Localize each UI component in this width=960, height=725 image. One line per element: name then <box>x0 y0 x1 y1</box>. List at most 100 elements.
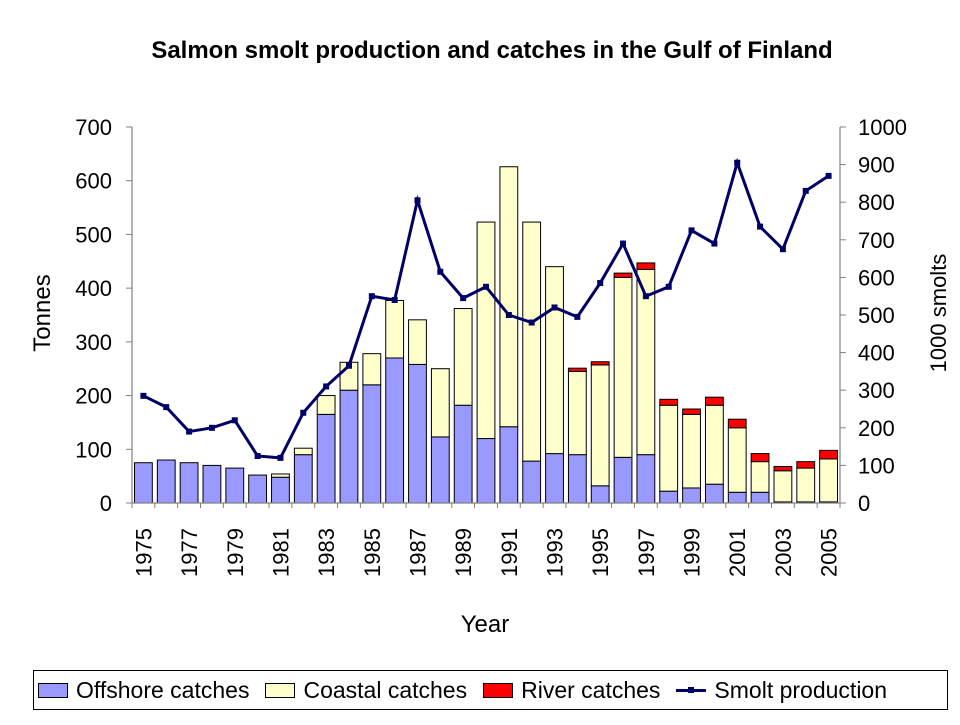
smolt-point-1978 <box>208 424 215 431</box>
bar-offshore-1982 <box>293 454 313 504</box>
legend-label-coastal: Coastal catches <box>303 676 468 703</box>
legend-item-smolt: Smolt production <box>676 677 887 704</box>
bar-coastal-1998 <box>659 404 679 492</box>
bar-coastal-1982 <box>293 447 313 456</box>
y-right-label: 1000 smolts <box>926 254 951 373</box>
x-tick-label-1979: 1979 <box>223 528 248 577</box>
bar-offshore-1992 <box>522 460 542 504</box>
bar-offshore-1984 <box>339 389 359 504</box>
legend-item-offshore: Offshore catches <box>38 677 249 704</box>
smolt-point-1990 <box>483 283 489 290</box>
smolt-point-1980 <box>254 453 261 459</box>
y-tick-label-left: 200 <box>75 384 112 409</box>
x-tick-label-1995: 1995 <box>588 528 613 577</box>
bar-river-1997 <box>636 262 656 270</box>
smolt-point-1982 <box>300 409 307 416</box>
bar-coastal-1991 <box>499 166 519 428</box>
x-tick-label-1993: 1993 <box>543 528 568 577</box>
legend-swatch-river <box>483 682 514 698</box>
bar-offshore-1997 <box>636 454 656 504</box>
bar-offshore-1980 <box>248 474 268 504</box>
smolt-point-1993 <box>551 304 558 311</box>
x-tick-label-1975: 1975 <box>131 528 156 577</box>
bars-layer <box>134 166 838 504</box>
y-tick-label-right: 700 <box>858 228 895 253</box>
bar-offshore-2000 <box>704 483 724 504</box>
x-tick-label-2005: 2005 <box>817 528 842 577</box>
x-tick-label-1981: 1981 <box>268 528 293 577</box>
bar-offshore-1989 <box>453 404 473 504</box>
y-tick-label-left: 0 <box>100 491 112 516</box>
bar-coastal-1981 <box>271 473 290 478</box>
y-left-label: Tonnes <box>29 274 56 351</box>
legend: Offshore catches Coastal catches River c… <box>33 670 948 710</box>
bar-coastal-1996 <box>613 276 633 458</box>
bar-river-1996 <box>613 272 633 278</box>
bar-offshore-1986 <box>385 357 405 504</box>
bar-offshore-1996 <box>613 456 633 504</box>
smolt-point-1977 <box>186 428 193 435</box>
legend-item-river: River catches <box>483 677 660 704</box>
bar-coastal-1992 <box>522 221 542 462</box>
bar-offshore-1978 <box>202 464 222 504</box>
bar-offshore-1988 <box>430 436 450 504</box>
legend-label-smolt: Smolt production <box>714 676 888 703</box>
y-tick-label-right: 1000 <box>858 115 907 140</box>
line-layer <box>140 157 832 461</box>
y-tick-label-right: 300 <box>858 378 895 403</box>
smolt-point-1996 <box>620 240 627 247</box>
bar-river-2004 <box>796 461 816 469</box>
smolt-point-1988 <box>437 268 444 275</box>
legend-label-river: River catches <box>521 676 661 703</box>
x-tick-label-1983: 1983 <box>314 528 339 577</box>
bar-coastal-1987 <box>408 319 427 365</box>
bar-offshore-1981 <box>271 476 290 504</box>
bar-coastal-1986 <box>385 300 405 359</box>
smolt-point-1984 <box>345 362 352 369</box>
y-tick-label-right: 400 <box>858 341 895 366</box>
bar-coastal-2001 <box>727 427 747 493</box>
x-tick-label-1977: 1977 <box>177 528 202 577</box>
smolt-point-1985 <box>368 293 375 300</box>
bar-offshore-1977 <box>179 462 199 504</box>
bar-river-1999 <box>682 408 701 415</box>
x-tick-label-2003: 2003 <box>771 528 796 577</box>
x-axis-label: Year <box>461 611 510 638</box>
bar-coastal-1994 <box>567 370 587 456</box>
smolt-point-1987 <box>414 197 421 204</box>
bar-offshore-1999 <box>682 487 701 504</box>
x-tick-label-1989: 1989 <box>451 528 476 577</box>
y-tick-label-right: 100 <box>858 453 895 478</box>
smolt-point-1992 <box>528 319 535 326</box>
y-tick-label-left: 100 <box>75 437 112 462</box>
bar-river-2002 <box>750 453 770 463</box>
bar-river-1994 <box>567 367 587 372</box>
smolt-point-2000 <box>711 240 718 247</box>
bar-offshore-1990 <box>476 438 496 504</box>
bar-coastal-2002 <box>750 461 770 493</box>
bar-coastal-1988 <box>430 368 450 438</box>
chart-canvas: Salmon smolt production and catches in t… <box>29 37 951 638</box>
y-tick-label-right: 200 <box>858 416 895 441</box>
axes-layer <box>126 126 846 508</box>
bar-offshore-1983 <box>316 413 336 504</box>
smolt-point-1989 <box>460 295 467 302</box>
bar-coastal-1990 <box>476 221 496 440</box>
smolt-point-2001 <box>734 159 741 166</box>
y-tick-label-left: 300 <box>75 330 112 355</box>
bar-coastal-2005 <box>819 458 838 503</box>
smolt-point-1994 <box>574 313 581 320</box>
y-tick-label-right: 800 <box>858 190 895 215</box>
y-tick-label-right: 600 <box>858 265 895 290</box>
bar-coastal-1983 <box>316 395 336 415</box>
bar-offshore-1979 <box>225 467 245 504</box>
bar-offshore-1993 <box>545 453 564 504</box>
legend-item-coastal: Coastal catches <box>265 677 467 704</box>
bar-coastal-1989 <box>453 308 473 406</box>
smolt-point-2004 <box>802 187 809 194</box>
x-tick-label-1985: 1985 <box>360 528 385 577</box>
ticks-layer: 0 100 200 300 400 500 600 700 0 100 200 300 400 500 60… <box>75 115 907 577</box>
legend-swatch-offshore <box>38 682 68 698</box>
smolt-point-1997 <box>642 293 649 300</box>
